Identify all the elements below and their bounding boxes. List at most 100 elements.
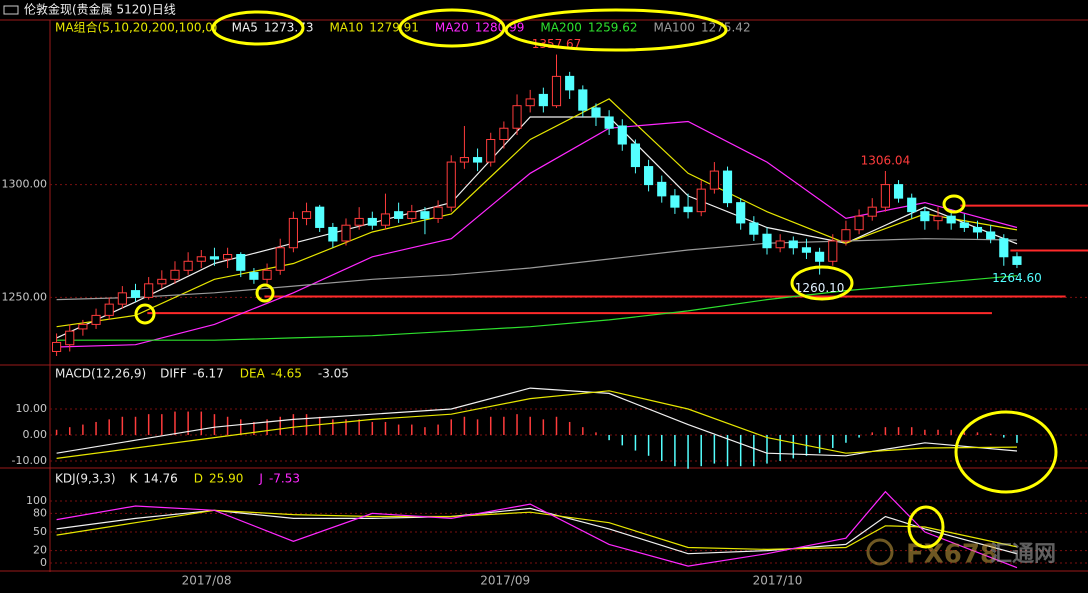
- candle-body: [512, 105, 522, 129]
- y-tick-label: 100: [26, 494, 47, 507]
- candle-body: [749, 222, 759, 235]
- candle-body: [867, 206, 877, 217]
- price-annotation: 1264.60: [992, 271, 1042, 285]
- line-ma20: [56, 120, 1018, 348]
- highlight: [255, 283, 275, 303]
- legend-value: 25.90: [209, 472, 243, 486]
- y-tick-label: 1300.00: [2, 178, 48, 191]
- highlight: [907, 505, 945, 549]
- candle-body: [828, 240, 838, 262]
- candle-body: [288, 217, 298, 249]
- line-d: [56, 509, 1018, 551]
- candle-body: [433, 206, 443, 219]
- candle-body: [696, 188, 706, 213]
- candle-body: [407, 211, 417, 219]
- y-tick-label: 10.00: [16, 402, 48, 415]
- candle-body: [117, 292, 127, 305]
- candle-body: [499, 127, 509, 141]
- legend-name: MA100: [653, 21, 694, 35]
- legend-value: 1259.62: [588, 21, 638, 35]
- legend-name: MA20: [435, 21, 469, 35]
- candle-body: [841, 229, 851, 242]
- price-annotation: 1306.04: [861, 153, 911, 167]
- candle-body: [565, 75, 575, 91]
- candle-body: [788, 240, 798, 249]
- candle-body: [65, 330, 75, 346]
- legend-value: -7.53: [269, 472, 300, 486]
- watermark-name: 汇通网: [990, 542, 1056, 567]
- watermark-logo: FX678: [906, 540, 998, 570]
- legend-name: J: [258, 472, 263, 486]
- legend-name: DIFF: [160, 367, 187, 381]
- candle-body: [249, 272, 259, 280]
- candle-body: [104, 303, 114, 316]
- candle-body: [578, 89, 588, 111]
- highlight: [134, 303, 156, 325]
- candle-body: [209, 256, 220, 260]
- candle-body: [472, 157, 483, 163]
- candle-body: [525, 98, 535, 107]
- candle-body: [907, 197, 917, 213]
- y-tick-label: 0.00: [23, 428, 48, 441]
- candle-body: [986, 231, 996, 240]
- y-tick-label: -10.00: [12, 454, 47, 467]
- highlight: [211, 10, 305, 46]
- y-tick-label: 1250.00: [2, 290, 48, 303]
- candle-body: [394, 211, 404, 219]
- candle-body: [144, 283, 154, 298]
- candle-body: [933, 215, 943, 222]
- price-annotation: 1260.10: [795, 281, 845, 295]
- line-ma200: [56, 275, 1018, 341]
- legend-value: 1273.73: [264, 21, 314, 35]
- x-tick-label: 2017/09: [480, 574, 530, 588]
- candle-body: [736, 202, 746, 224]
- legend-value: -3.05: [318, 367, 349, 381]
- candle-body: [683, 206, 693, 213]
- candle-body: [801, 247, 812, 253]
- watermark: FX678 汇通网: [866, 538, 1056, 570]
- legend-value: -6.17: [193, 367, 224, 381]
- candle-body: [301, 211, 312, 219]
- candle-body: [380, 213, 391, 226]
- candle-body: [315, 206, 325, 228]
- candle-body: [341, 224, 351, 242]
- line-k: [56, 507, 1018, 555]
- legend-name: D: [194, 472, 203, 486]
- candle-body: [893, 184, 904, 199]
- highlight: [790, 265, 854, 301]
- candle-body: [657, 181, 667, 197]
- highlight: [942, 194, 966, 214]
- legend-name: K: [130, 472, 139, 486]
- candle-body: [815, 251, 825, 262]
- candle-body: [551, 75, 562, 107]
- candle-body: [972, 226, 983, 233]
- legend-title: MA组合(5,10,20,200,100,0): [55, 20, 218, 35]
- line-j: [56, 490, 1018, 569]
- x-tick-label: 2017/08: [182, 574, 232, 588]
- legend-value: -4.65: [271, 367, 302, 381]
- candle-body: [854, 215, 864, 231]
- window-title: 伦敦金现(贵金属 5120)日线: [24, 2, 176, 17]
- y-tick-label: 80: [33, 506, 47, 519]
- candle-body: [262, 269, 272, 280]
- candle-body: [367, 217, 377, 226]
- candle-body: [354, 217, 364, 226]
- candle-body: [959, 222, 969, 228]
- candle-body: [275, 247, 285, 271]
- candle-body: [617, 125, 627, 145]
- watermark-icon: [866, 538, 894, 566]
- candle-body: [130, 290, 141, 298]
- candle-body: [78, 323, 88, 330]
- candle-body: [236, 254, 246, 271]
- candle-body: [709, 170, 719, 190]
- candle-body: [420, 211, 430, 219]
- candle-body: [880, 184, 890, 208]
- candle-body: [91, 314, 101, 325]
- candle-body: [644, 166, 654, 186]
- y-tick-label: 20: [33, 544, 47, 557]
- legend-value: 1279.91: [369, 21, 419, 35]
- candle-body: [1012, 256, 1022, 265]
- legend-name: MA5: [232, 21, 258, 35]
- candle-body: [591, 107, 601, 118]
